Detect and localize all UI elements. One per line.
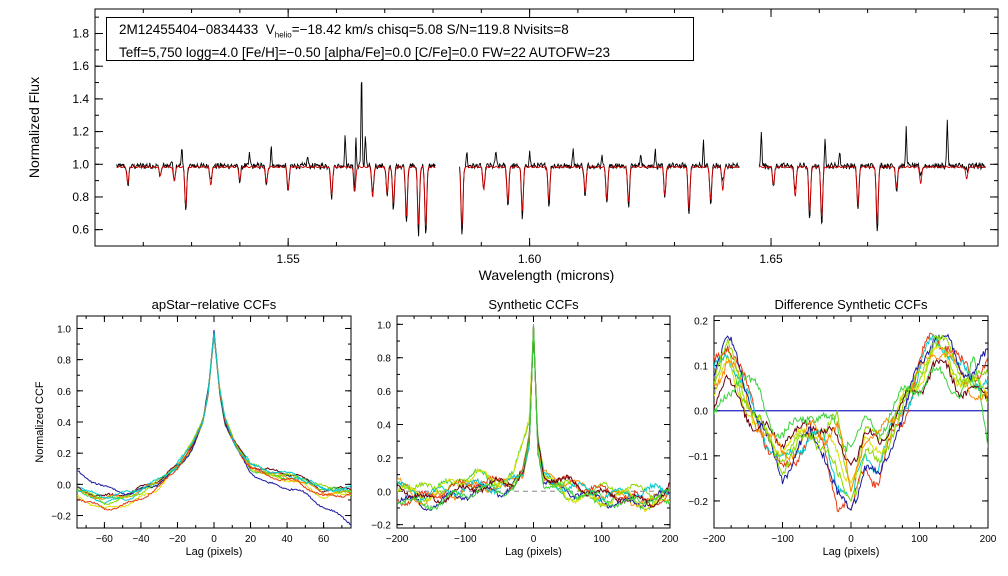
difference-ccf-ytick-label: −0.1 <box>688 452 708 463</box>
difference-ccf-line-9 <box>714 334 988 503</box>
spectrum-xlabel: Wavelength (microns) <box>479 267 615 283</box>
difference-ccf-xtick-label: −200 <box>703 534 726 545</box>
spectrum-ytick-label: 1.2 <box>72 125 89 139</box>
synthetic-ccf-ytick-label: 0.8 <box>377 354 391 365</box>
synthetic-ccf-line-7 <box>397 327 670 513</box>
synthetic-ccf-ytick-label: −0.2 <box>371 521 391 532</box>
synthetic-ccf-title: Synthetic CCFs <box>488 297 579 312</box>
difference-ccf-ytick-label: 0.0 <box>694 407 708 418</box>
spectrum-ytick-label: 0.6 <box>72 223 89 237</box>
model-spectrum-chip-1 <box>116 165 436 227</box>
apstar-ccf-ytick-label: 0.6 <box>57 387 71 398</box>
star-id: 2M12455404−0834433 <box>119 22 259 37</box>
apstar-ccf-series-group <box>77 329 351 526</box>
synthetic-ccf-ytick-label: 0.6 <box>377 387 391 398</box>
apstar-ccf-xtick-label: 0 <box>211 534 217 545</box>
observed-spectrum-chip-3 <box>758 119 986 232</box>
apstar-ccf-xtick-label: 60 <box>318 534 330 545</box>
difference-ccf-line-6 <box>714 356 988 453</box>
model-spectrum-chip-3 <box>758 165 986 223</box>
difference-ccf-title: Difference Synthetic CCFs <box>775 297 928 312</box>
observed-spectrum-chip-2 <box>459 139 740 235</box>
apstar-ccf-title: apStar−relative CCFs <box>152 297 277 312</box>
synthetic-ccf-ytick-label: 0.0 <box>377 487 391 498</box>
apstar-ccf-ytick-label: −0.2 <box>51 512 71 523</box>
apstar-ccf-xtick-label: −20 <box>169 534 186 545</box>
apstar-ccf-xlabel: Lag (pixels) <box>186 546 243 558</box>
synthetic-ccf-xtick-label: −100 <box>454 534 477 545</box>
info-line-1-rest: =−18.42 km/s chisq=5.08 S/N=119.8 Nvisit… <box>291 22 569 37</box>
synthetic-ccf-line-3 <box>397 325 670 512</box>
apstar-ccf-line-6 <box>77 329 351 526</box>
apstar-ccf-xtick-label: −60 <box>96 534 113 545</box>
spectrum-ytick-label: 1.0 <box>72 157 89 171</box>
spectrum-xtick-label: 1.65 <box>759 252 783 266</box>
spectrum-frame <box>94 8 999 247</box>
difference-ccf-xtick-label: 100 <box>911 534 928 545</box>
spectrum-info-box: 2M12455404−0834433 Vhelio=−18.42 km/s ch… <box>106 17 694 61</box>
synthetic-ccf-line-9 <box>397 325 670 511</box>
synthetic-ccf-xlabel: Lag (pixels) <box>505 546 562 558</box>
synthetic-ccf-ytick-label: 1.0 <box>377 320 391 331</box>
info-line-2: Teff=5,750 logg=4.0 [Fe/H]=−0.50 [alpha/… <box>119 44 611 60</box>
difference-ccf-line-5 <box>714 358 988 466</box>
difference-ccf-ytick-label: −0.2 <box>688 497 708 508</box>
synthetic-ccf-xtick-label: −200 <box>386 534 409 545</box>
synthetic-ccf-line-2 <box>397 325 670 509</box>
difference-ccf-ytick-label: 0.1 <box>694 362 708 373</box>
difference-ccf-xtick-label: −100 <box>771 534 794 545</box>
apstar-ccf-xtick-label: −40 <box>132 534 149 545</box>
apstar-ccf-line-3 <box>77 333 351 497</box>
apstar-ccf-ytick-label: 0.4 <box>57 418 71 429</box>
observed-spectrum-chip-1 <box>116 81 436 237</box>
apstar-ccf-line-4 <box>77 333 351 500</box>
spectrum-ytick-label: 1.8 <box>72 27 89 41</box>
synthetic-ccf-line-6 <box>397 324 670 503</box>
apstar-ccf-line-7 <box>77 333 351 506</box>
apstar-ccf-ytick-label: 0.2 <box>57 449 71 460</box>
difference-ccf-xtick-label: 0 <box>848 534 854 545</box>
spectrum-ytick-label: 1.6 <box>72 59 89 73</box>
difference-ccf-xtick-label: 200 <box>980 534 997 545</box>
apstar-ccf-ylabel: Normalized CCF <box>34 381 46 463</box>
synthetic-ccf-line-8 <box>397 325 670 508</box>
synthetic-ccf-xtick-label: 100 <box>593 534 610 545</box>
apstar-ccf-ytick-label: 1.0 <box>57 324 71 335</box>
difference-ccf-line-2 <box>714 332 988 513</box>
apstar-ccf-line-5 <box>77 331 351 501</box>
apstar-ccf-xtick-label: 20 <box>245 534 257 545</box>
synthetic-ccf-line-4 <box>397 324 670 501</box>
apstar-ccf-xtick-label: 40 <box>282 534 294 545</box>
synthetic-ccf-ytick-label: 0.2 <box>377 454 391 465</box>
info-line-1: 2M12455404−0834433 Vhelio=−18.42 km/s ch… <box>119 21 693 44</box>
apstar-ccf-ytick-label: 0.8 <box>57 356 71 367</box>
synthetic-ccf-line-1 <box>397 327 670 511</box>
spectrum-ylabel: Normalized Flux <box>26 77 42 178</box>
vhelio-subscript: helio <box>274 30 292 40</box>
spectrum-ytick-label: 1.4 <box>72 92 89 106</box>
apstar-ccf-line-9 <box>77 333 351 500</box>
difference-ccf-ytick-label: 0.2 <box>694 317 708 328</box>
difference-ccf-line-7 <box>714 350 988 493</box>
difference-ccf-frame <box>713 315 989 529</box>
spectrum-xtick-label: 1.60 <box>518 252 542 266</box>
difference-ccf-line-3 <box>714 333 988 503</box>
synthetic-ccf-line-5 <box>397 325 670 508</box>
spectrum-xtick-label: 1.55 <box>276 252 300 266</box>
apstar-ccf-line-1 <box>77 333 351 504</box>
apstar-ccf-ytick-label: 0.0 <box>57 480 71 491</box>
synthetic-ccf-xtick-label: 200 <box>662 534 679 545</box>
model-spectrum-chip-2 <box>459 165 740 226</box>
difference-ccf-series-group <box>714 332 988 513</box>
synthetic-ccf-xtick-label: 0 <box>531 534 537 545</box>
spectrum-ytick-label: 0.8 <box>72 190 89 204</box>
synthetic-ccf-ytick-label: 0.4 <box>377 421 391 432</box>
vhelio-symbol: V <box>265 22 275 37</box>
synthetic-ccf-series-group <box>397 324 670 513</box>
difference-ccf-xlabel: Lag (pixels) <box>823 546 880 558</box>
